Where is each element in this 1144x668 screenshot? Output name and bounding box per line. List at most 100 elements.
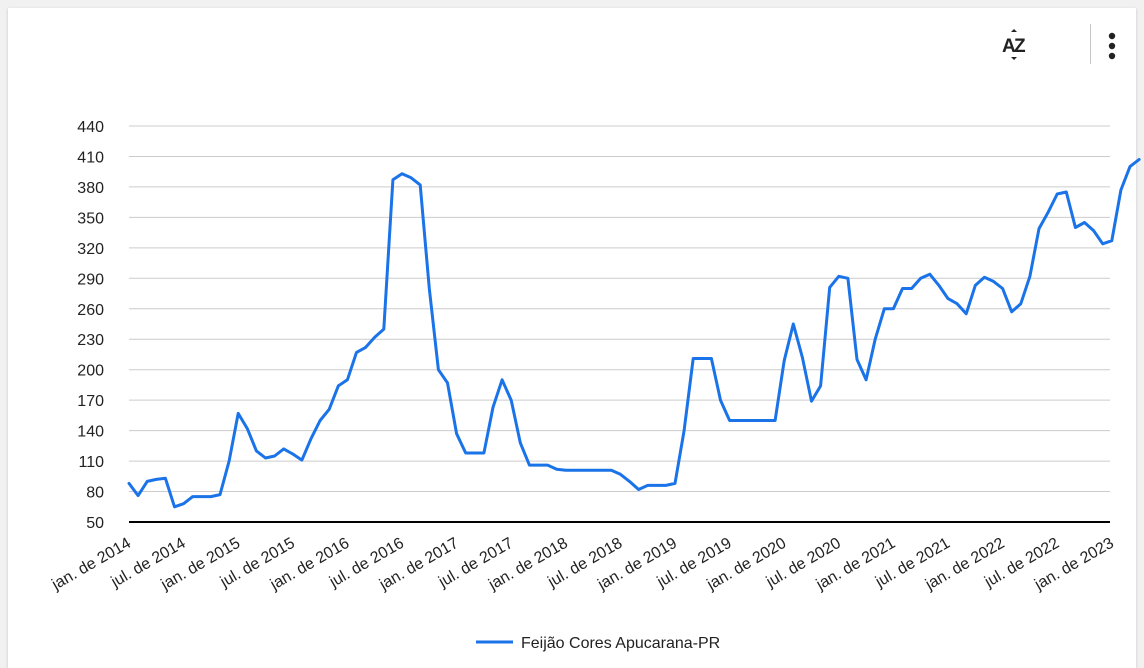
data-point bbox=[1010, 310, 1013, 313]
data-point bbox=[391, 178, 394, 181]
data-point bbox=[856, 358, 859, 361]
data-point bbox=[937, 284, 940, 287]
data-point bbox=[655, 484, 658, 487]
data-point bbox=[1092, 229, 1095, 232]
data-point bbox=[510, 399, 513, 402]
data-point bbox=[528, 464, 531, 467]
data-point bbox=[719, 399, 722, 402]
data-point bbox=[246, 427, 249, 430]
data-point bbox=[701, 357, 704, 360]
data-point bbox=[728, 419, 731, 422]
data-point bbox=[300, 459, 303, 462]
legend-label: Feijão Cores Apucarana-PR bbox=[521, 635, 720, 652]
data-point bbox=[1047, 211, 1050, 214]
more-vert-icon[interactable] bbox=[1096, 26, 1128, 66]
data-point bbox=[346, 378, 349, 381]
y-axis-ticks: 50 80 110 140 170 200 230 260 290 320 350 380 410 440 bbox=[77, 119, 104, 532]
series-line-0 bbox=[127, 158, 1141, 509]
data-point bbox=[846, 277, 849, 280]
data-point bbox=[610, 469, 613, 472]
data-point bbox=[919, 277, 922, 280]
data-point bbox=[337, 384, 340, 387]
data-point bbox=[683, 429, 686, 432]
data-point bbox=[264, 457, 267, 460]
data-point bbox=[983, 276, 986, 279]
data-point bbox=[992, 280, 995, 283]
y-tick-label: 230 bbox=[77, 332, 104, 349]
data-point bbox=[874, 338, 877, 341]
y-tick-label: 200 bbox=[77, 363, 104, 380]
data-point bbox=[1028, 275, 1031, 278]
data-point bbox=[965, 312, 968, 315]
data-point bbox=[1038, 227, 1041, 230]
data-point bbox=[410, 176, 413, 179]
data-point bbox=[473, 452, 476, 455]
data-point bbox=[637, 488, 640, 491]
y-tick-label: 350 bbox=[77, 210, 104, 227]
data-point bbox=[219, 493, 222, 496]
data-point bbox=[419, 183, 422, 186]
data-point bbox=[191, 495, 194, 498]
y-tick-label: 380 bbox=[77, 180, 104, 197]
series-layer bbox=[127, 158, 1141, 509]
data-point bbox=[619, 473, 622, 476]
data-point bbox=[646, 484, 649, 487]
sort-az-icon[interactable]: A Z bbox=[992, 26, 1036, 66]
data-point bbox=[664, 484, 667, 487]
data-point bbox=[464, 452, 467, 455]
data-point bbox=[1001, 287, 1004, 290]
data-point bbox=[428, 287, 431, 290]
data-point bbox=[501, 378, 504, 381]
data-point bbox=[892, 307, 895, 310]
data-point bbox=[592, 469, 595, 472]
data-point bbox=[555, 468, 558, 471]
data-point bbox=[155, 478, 158, 481]
data-point bbox=[692, 357, 695, 360]
data-point bbox=[1101, 242, 1104, 245]
data-point bbox=[1119, 189, 1122, 192]
data-point bbox=[837, 275, 840, 278]
data-point bbox=[810, 400, 813, 403]
data-point bbox=[974, 284, 977, 287]
data-point bbox=[482, 452, 485, 455]
data-point bbox=[1138, 158, 1141, 161]
data-point bbox=[282, 447, 285, 450]
y-tick-label: 170 bbox=[77, 393, 104, 410]
toolbar-divider bbox=[1090, 24, 1091, 64]
data-point bbox=[674, 482, 677, 485]
data-point bbox=[573, 469, 576, 472]
y-tick-label: 80 bbox=[86, 485, 104, 502]
data-point bbox=[819, 384, 822, 387]
data-point bbox=[319, 419, 322, 422]
data-point bbox=[1019, 302, 1022, 305]
data-point bbox=[182, 502, 185, 505]
data-point bbox=[801, 356, 804, 359]
legend: Feijão Cores Apucarana-PR bbox=[476, 635, 720, 652]
data-point bbox=[209, 495, 212, 498]
data-point bbox=[947, 297, 950, 300]
chart-toolbar: A Z bbox=[0, 0, 1144, 100]
data-point bbox=[373, 336, 376, 339]
data-point bbox=[455, 432, 458, 435]
data-point bbox=[628, 480, 631, 483]
data-point bbox=[883, 307, 886, 310]
data-point bbox=[328, 408, 331, 411]
grid-lines bbox=[129, 125, 1110, 493]
data-point bbox=[1129, 165, 1132, 168]
data-point bbox=[128, 482, 131, 485]
data-point bbox=[437, 368, 440, 371]
data-point bbox=[564, 469, 567, 472]
data-point bbox=[956, 302, 959, 305]
svg-text:Z: Z bbox=[1014, 36, 1026, 57]
data-point bbox=[492, 406, 495, 409]
data-point bbox=[783, 359, 786, 362]
data-point bbox=[173, 505, 176, 508]
y-tick-label: 50 bbox=[86, 515, 104, 532]
data-point bbox=[710, 357, 713, 360]
data-point bbox=[1065, 191, 1068, 194]
data-point bbox=[546, 464, 549, 467]
data-point bbox=[355, 351, 358, 354]
data-point bbox=[228, 460, 231, 463]
